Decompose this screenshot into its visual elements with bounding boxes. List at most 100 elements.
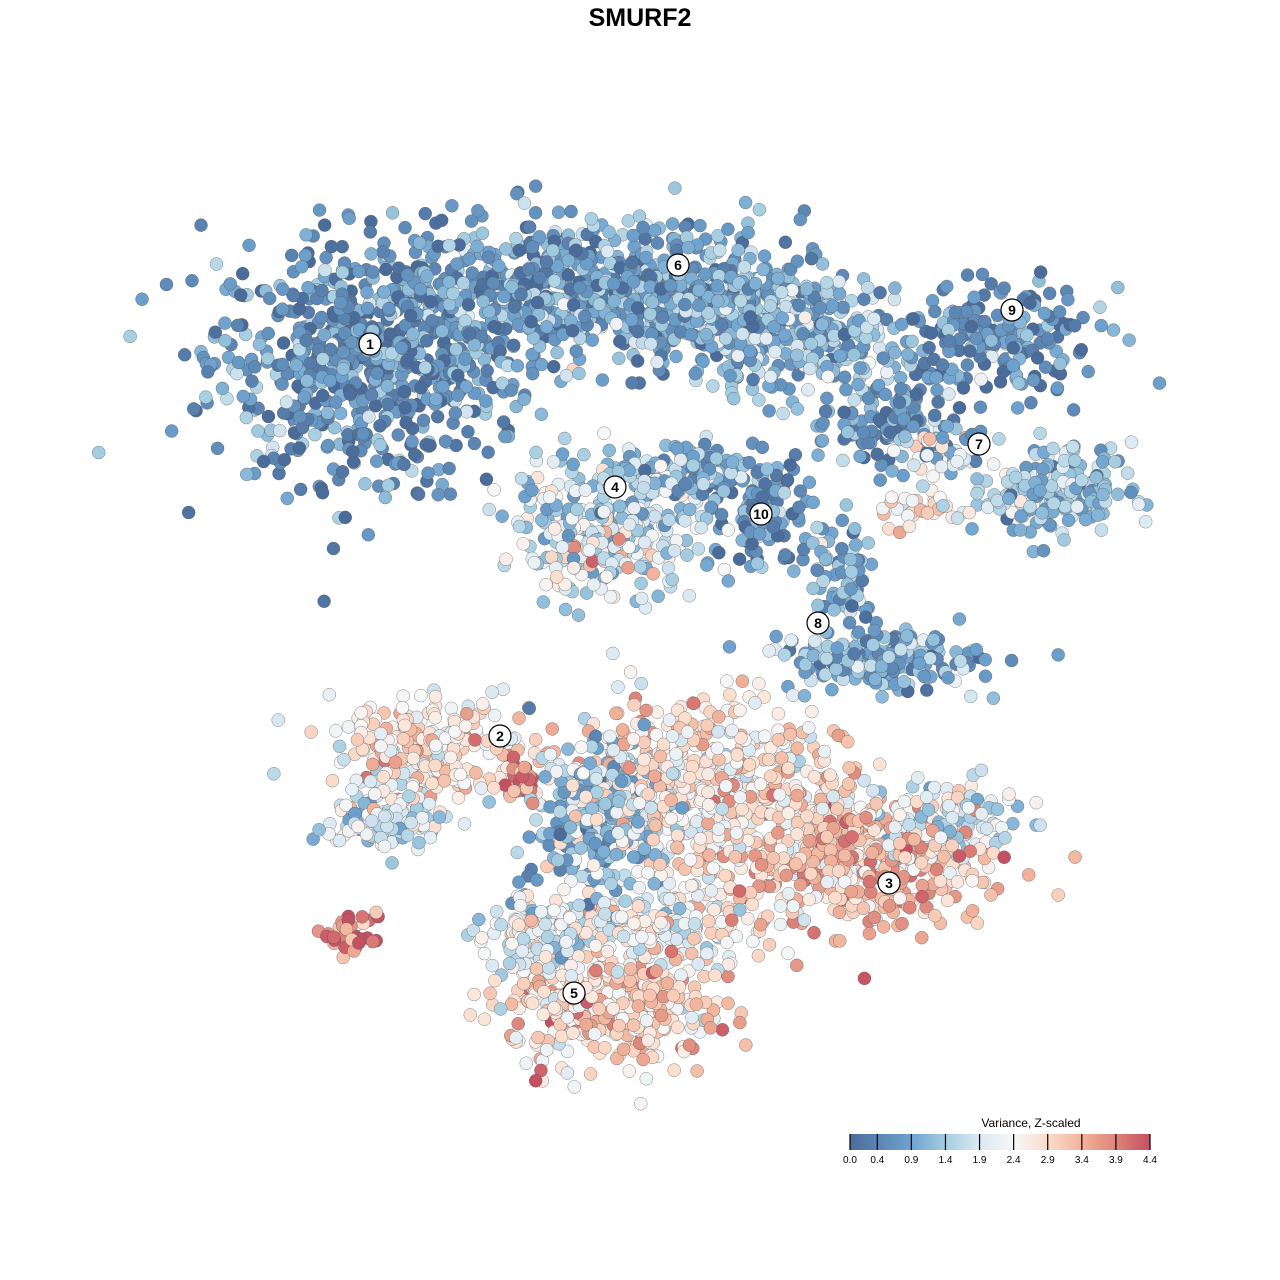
data-point [807,770,822,784]
data-point [345,782,359,797]
data-point [777,486,792,500]
data-point [928,908,942,923]
data-point [547,274,562,288]
data-point [451,388,465,402]
data-point [1152,376,1167,390]
data-point [962,505,977,520]
data-point [499,242,513,256]
data-point [445,198,459,213]
data-point [123,329,137,344]
data-point [902,817,916,832]
data-point [685,1010,699,1025]
data-point [583,1067,598,1081]
data-point [434,213,449,228]
data-point [210,441,225,456]
data-point [731,243,745,257]
data-point [496,415,511,429]
data-point [600,944,615,959]
data-point [567,561,581,575]
data-point [674,453,688,467]
data-point [428,689,443,704]
data-point [554,1029,569,1044]
data-point [512,519,527,534]
data-point [303,356,317,371]
data-point [790,827,804,841]
data-point [690,1064,704,1078]
data-point [693,218,707,233]
data-point [700,558,714,572]
data-point [980,821,994,836]
data-point [458,314,472,328]
data-point [632,880,646,895]
data-point [688,366,702,381]
data-point [888,345,902,360]
data-point [808,634,822,648]
data-point [1037,306,1052,321]
data-point [318,263,332,277]
data-point [670,828,685,843]
data-point [362,410,376,424]
data-point [365,934,380,949]
data-point [806,495,820,510]
data-point [1041,332,1055,346]
data-point [648,509,662,524]
data-point [746,372,760,387]
data-point [866,783,880,798]
data-point [1002,787,1016,801]
data-point [444,701,459,716]
data-point [887,444,901,458]
data-point [802,720,816,735]
data-point [457,817,472,831]
data-point [793,212,808,227]
data-point [760,462,774,476]
data-point [493,1002,508,1016]
data-point [786,899,801,913]
data-point [691,957,705,971]
data-point [970,916,985,930]
data-point [826,789,840,804]
data-point [299,228,313,242]
data-point [555,447,570,461]
data-point [522,701,536,716]
data-point [399,415,413,430]
data-point [463,1008,478,1022]
data-point [762,938,777,952]
data-point [435,324,449,338]
data-point [373,419,387,433]
data-point [543,747,558,762]
data-point [847,393,862,407]
data-point [722,640,737,654]
data-point [910,387,924,401]
data-point [894,642,908,657]
data-point [706,861,720,875]
data-point [1033,818,1047,832]
data-point [748,696,762,710]
data-point [477,946,492,961]
data-point [811,598,825,613]
data-point [853,449,867,464]
data-point [314,310,329,325]
data-point [356,427,370,441]
data-point [721,574,736,588]
data-point [942,798,956,813]
points [91,179,1167,1111]
data-point [475,931,489,945]
data-point [550,345,564,360]
data-point [1111,280,1125,295]
data-point [1051,648,1065,662]
data-point [432,810,447,824]
data-point [905,494,920,508]
data-point [522,830,537,844]
data-point [495,509,509,523]
data-point [411,487,426,501]
data-point [805,704,819,719]
data-point [488,973,502,988]
data-point [514,471,529,486]
data-point [613,334,627,349]
data-point [487,781,501,795]
data-point [358,477,372,491]
data-point [335,464,350,479]
data-point [461,298,476,312]
data-point [792,500,806,515]
data-point [762,404,776,418]
